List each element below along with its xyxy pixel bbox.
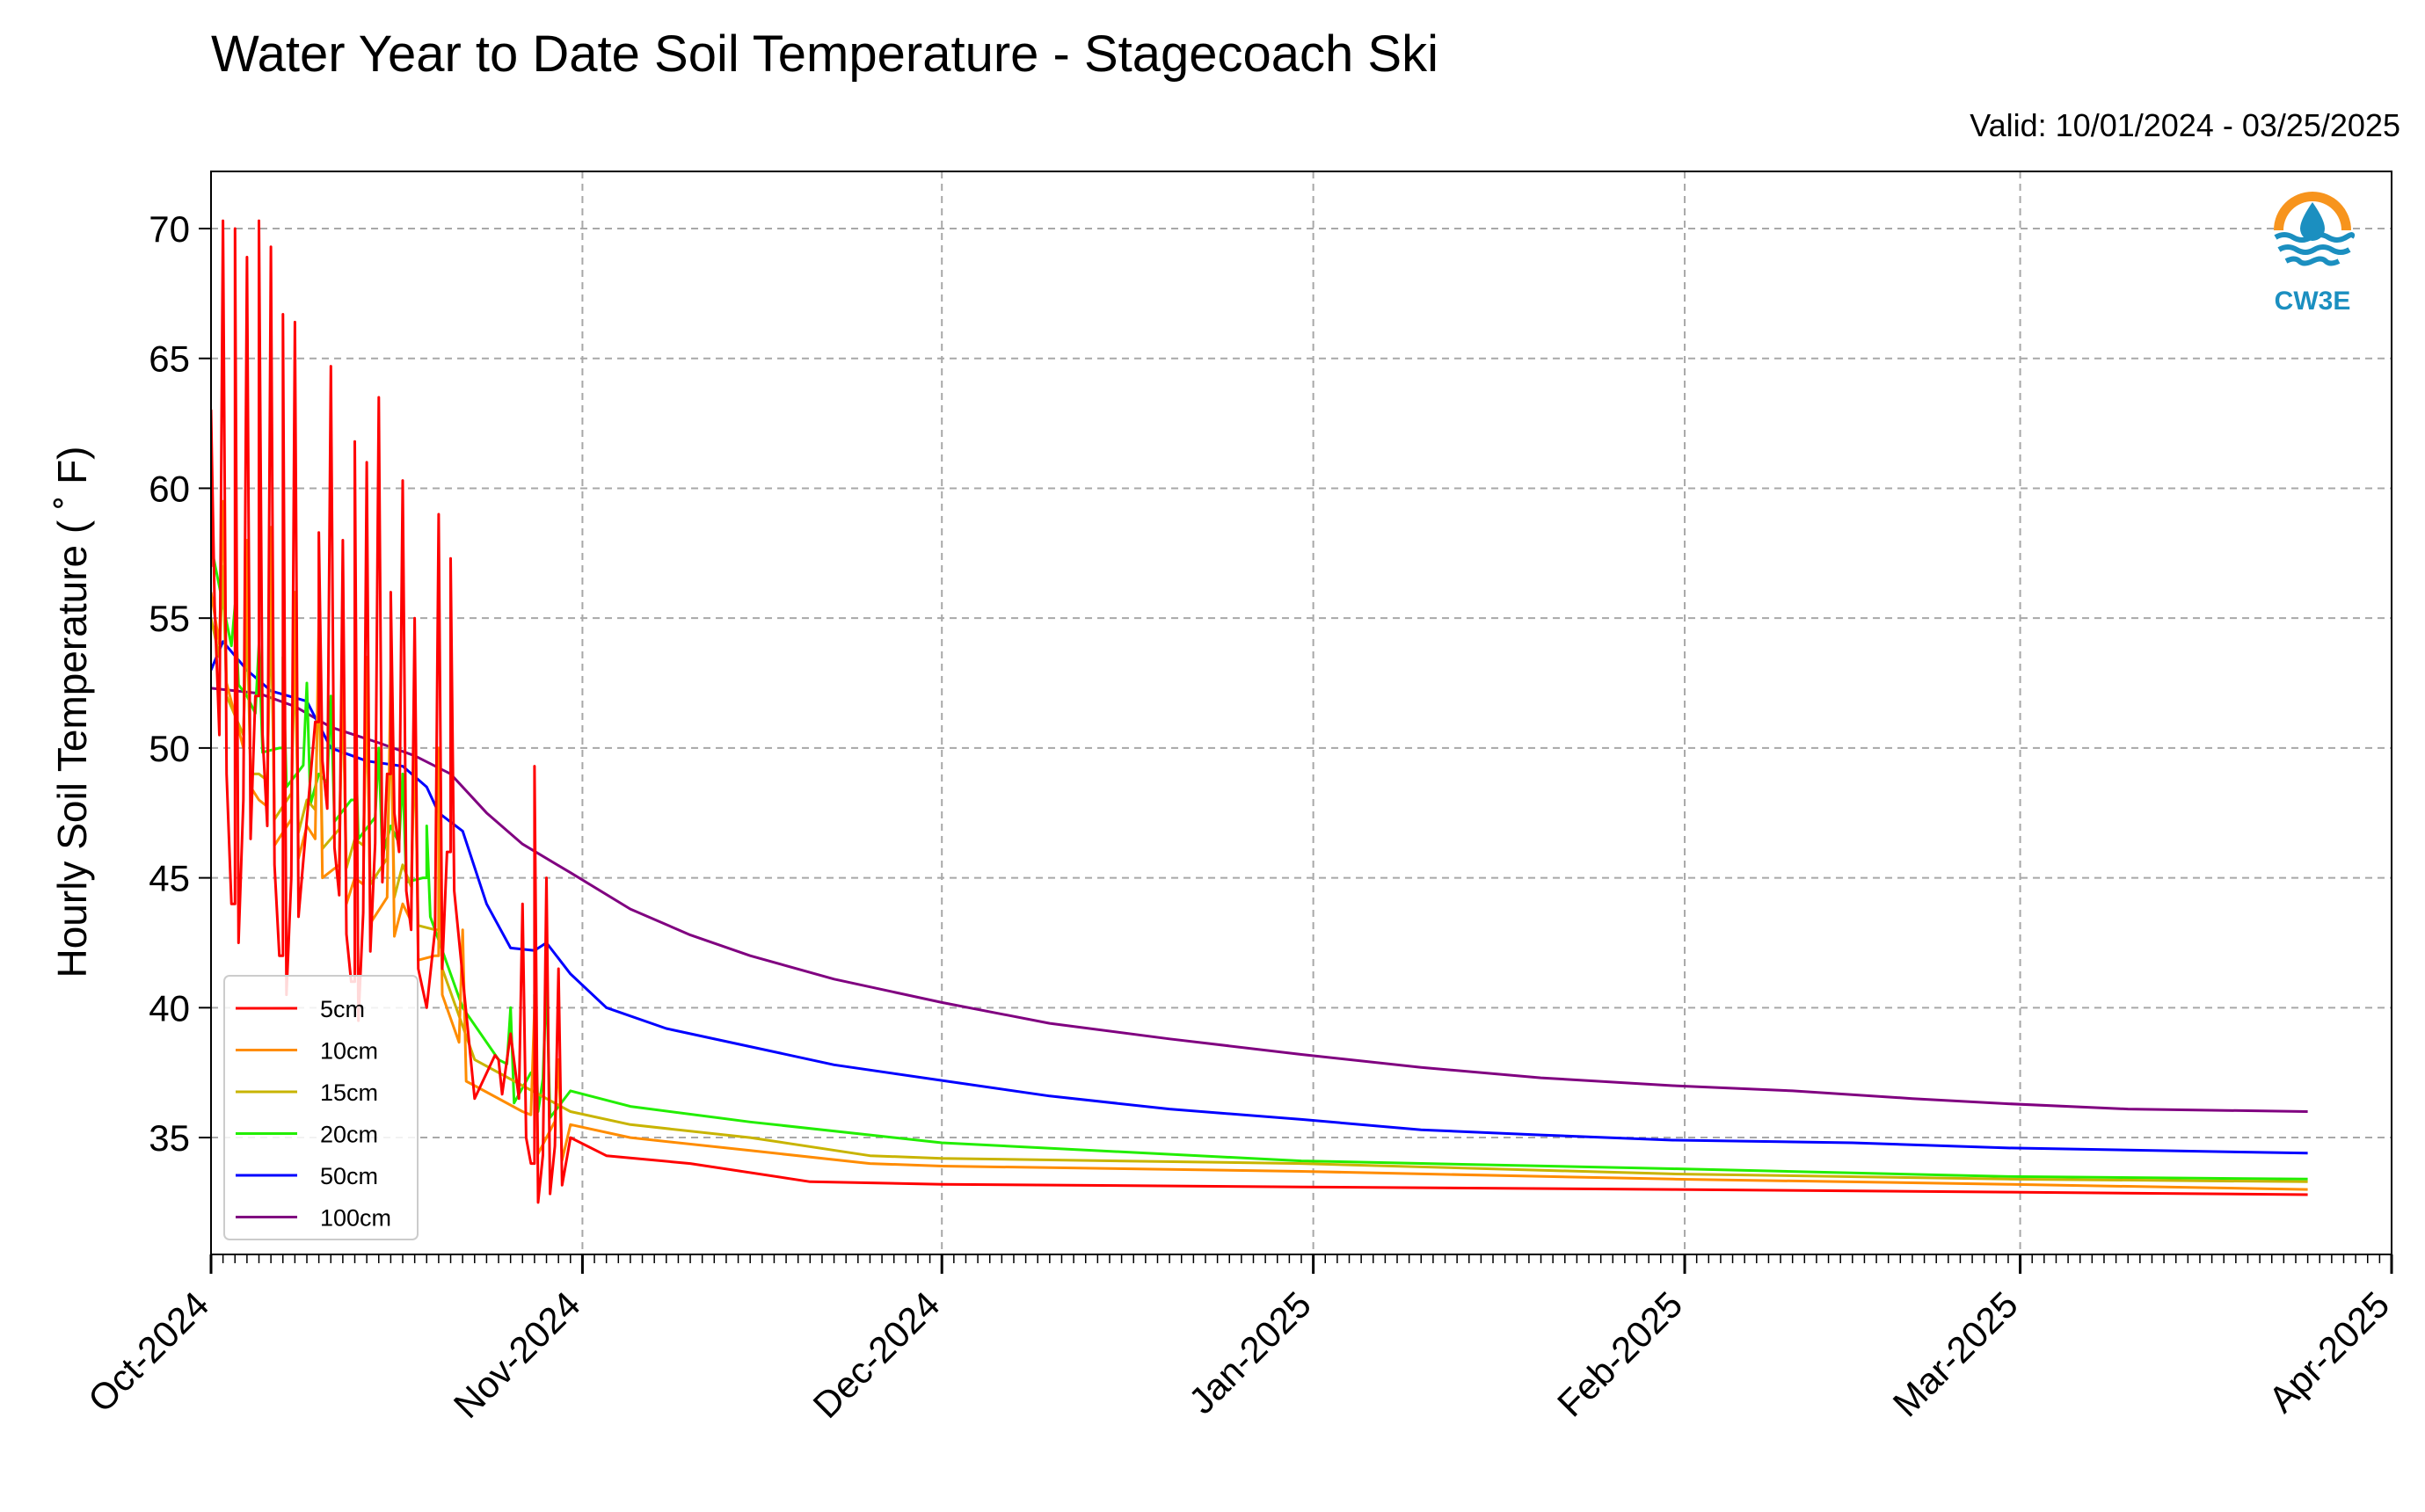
legend-label-10cm: 10cm bbox=[320, 1038, 378, 1065]
chart-title: Water Year to Date Soil Temperature - St… bbox=[211, 25, 1438, 83]
legend-label-5cm: 5cm bbox=[320, 996, 365, 1022]
plot-area-background bbox=[211, 171, 2392, 1254]
logo-wave-3 bbox=[2284, 256, 2341, 266]
valid-date-range: Valid: 10/01/2024 - 03/25/2025 bbox=[1970, 107, 2400, 143]
series-line-100cm bbox=[211, 687, 2308, 1113]
series-line-5cm bbox=[211, 219, 2308, 1204]
x-tick-label: Apr-2025 bbox=[2261, 1283, 2397, 1420]
x-tick-label: Jan-2025 bbox=[1181, 1283, 1319, 1421]
x-tick-label: Feb-2025 bbox=[1549, 1283, 1690, 1424]
y-tick-label: 35 bbox=[149, 1117, 190, 1159]
y-tick-label: 50 bbox=[149, 728, 190, 769]
cw3e-logo: CW3E bbox=[2274, 192, 2356, 316]
logo-wave-2 bbox=[2277, 244, 2351, 255]
y-tick-label: 40 bbox=[149, 987, 190, 1029]
x-tick-label: Dec-2024 bbox=[805, 1283, 948, 1426]
y-tick-label: 70 bbox=[149, 208, 190, 250]
x-tick-label: Oct-2024 bbox=[80, 1283, 216, 1420]
y-tick-label: 65 bbox=[149, 338, 190, 380]
y-axis-label-group: Hourly Soil Temperature ( ˚ F) bbox=[49, 447, 95, 978]
legend-label-20cm: 20cm bbox=[320, 1122, 378, 1148]
logo-text: CW3E bbox=[2275, 287, 2351, 316]
series-layer bbox=[211, 219, 2308, 1204]
y-tick-label: 55 bbox=[149, 598, 190, 639]
legend-label-15cm: 15cm bbox=[320, 1079, 378, 1106]
x-tick-label: Mar-2025 bbox=[1885, 1283, 2026, 1424]
legend-label-100cm: 100cm bbox=[320, 1205, 391, 1232]
legend: 5cm 10cm 15cm 20cm 50cm 100cm bbox=[223, 975, 419, 1240]
legend-label-50cm: 50cm bbox=[320, 1163, 378, 1189]
y-tick-label: 45 bbox=[149, 858, 190, 899]
legend-box bbox=[223, 975, 419, 1240]
y-tick-label: 60 bbox=[149, 468, 190, 509]
x-tick-label: Nov-2024 bbox=[446, 1283, 588, 1426]
grid-lines bbox=[211, 171, 2392, 1254]
logo-drop bbox=[2300, 202, 2325, 241]
y-axis-label: Hourly Soil Temperature ( ˚ F) bbox=[49, 447, 95, 978]
